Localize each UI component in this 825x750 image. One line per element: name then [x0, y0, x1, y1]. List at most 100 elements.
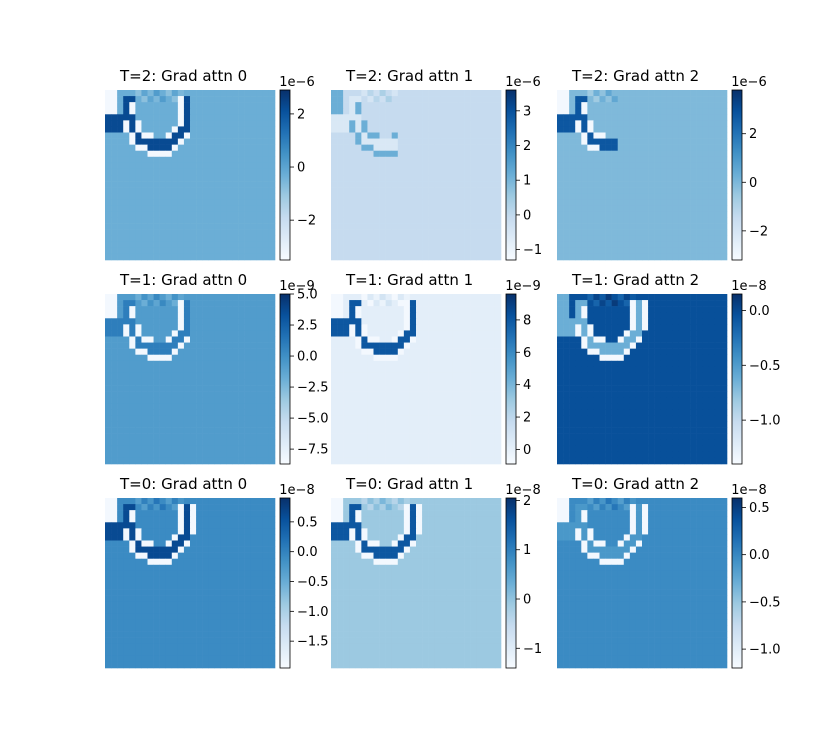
- heatmap-cell: [458, 168, 465, 176]
- heatmap: [557, 294, 728, 465]
- heatmap-cell: [262, 306, 270, 313]
- heatmap-cell: [232, 120, 239, 127]
- heatmap-cell: [262, 366, 270, 374]
- heatmap-cell: [452, 235, 459, 243]
- heatmap-cell: [611, 223, 619, 230]
- heatmap-cell: [476, 324, 484, 331]
- heatmap-cell: [361, 120, 368, 127]
- heatmap-cell: [129, 144, 136, 152]
- heatmap-cell: [226, 457, 233, 465]
- heatmap-cell: [355, 205, 362, 212]
- heatmap-cell: [250, 330, 258, 337]
- heatmap-cell: [177, 360, 185, 368]
- heatmap-cell: [111, 235, 118, 243]
- heatmap-cell: [434, 108, 441, 115]
- heatmap-cell: [135, 156, 142, 164]
- heatmap-cell: [714, 241, 722, 249]
- heatmap-cell: [488, 90, 496, 97]
- heatmap-cell: [416, 403, 423, 410]
- heatmap-cell: [452, 342, 459, 349]
- heatmap-cell: [220, 217, 227, 224]
- heatmap-cell: [678, 102, 685, 109]
- heatmap-cell: [563, 217, 570, 224]
- heatmap-cell: [268, 528, 276, 535]
- heatmap-cell: [262, 415, 270, 422]
- heatmap-cell: [385, 217, 393, 224]
- heatmap-cell: [208, 510, 215, 517]
- heatmap-cell: [648, 433, 655, 441]
- heatmap-cell: [238, 217, 245, 224]
- heatmap-cell: [488, 312, 496, 319]
- heatmap-cell: [654, 205, 661, 212]
- heatmap-cell: [337, 187, 344, 194]
- colorbar-tick-label: 5.0: [297, 288, 318, 303]
- heatmap-cell: [171, 205, 179, 212]
- heatmap-cell: [147, 421, 154, 428]
- heatmap-cell: [196, 451, 203, 459]
- heatmap-cell: [660, 126, 667, 133]
- heatmap-cell: [111, 528, 118, 535]
- heatmap-cell: [171, 427, 179, 434]
- heatmap-cell: [244, 175, 252, 182]
- heatmap-cell: [367, 445, 374, 453]
- heatmap-cell: [569, 162, 576, 170]
- heatmap-cell: [452, 181, 459, 188]
- heatmap-cell: [684, 312, 691, 319]
- heatmap-cell: [183, 96, 191, 103]
- heatmap-cell: [494, 193, 502, 200]
- heatmap-cell: [470, 294, 478, 301]
- heatmap-cell: [159, 421, 167, 428]
- heatmap-cell: [587, 181, 594, 188]
- heatmap-cell: [446, 415, 453, 422]
- heatmap-cell: [349, 253, 356, 261]
- heatmap-cell: [196, 168, 203, 176]
- heatmap-cell: [446, 445, 453, 453]
- heatmap-cell: [232, 205, 239, 212]
- heatmap-cell: [409, 348, 417, 356]
- heatmap-cell: [666, 336, 673, 343]
- heatmap-cell: [165, 385, 173, 392]
- colorbar-tick-label: −1.0: [749, 414, 781, 429]
- heatmap-cell: [452, 126, 459, 133]
- heatmap-cell: [575, 175, 582, 182]
- heatmap-cell: [159, 403, 167, 410]
- heatmap-cell: [373, 372, 380, 380]
- heatmap-cell: [183, 108, 191, 115]
- heatmap-cell: [220, 205, 227, 212]
- heatmap-cell: [331, 348, 338, 356]
- heatmap-cell: [123, 96, 130, 103]
- heatmap-cell: [464, 241, 471, 249]
- heatmap-cell: [696, 156, 704, 164]
- heatmap-cell: [202, 372, 209, 380]
- heatmap-cell: [373, 451, 380, 459]
- heatmap-cell: [660, 318, 667, 325]
- heatmap-cell: [452, 162, 459, 170]
- heatmap-cell: [557, 181, 564, 188]
- heatmap-cell: [379, 391, 386, 398]
- heatmap-cell: [648, 366, 655, 374]
- heatmap-cell: [355, 187, 362, 194]
- heatmap-cell: [190, 162, 197, 170]
- heatmap-cell: [238, 150, 245, 158]
- heatmap-cell: [464, 427, 471, 434]
- heatmap-cell: [476, 409, 484, 416]
- heatmap-cell: [361, 126, 368, 133]
- heatmap-cell: [422, 175, 429, 182]
- heatmap-cell: [397, 150, 405, 158]
- heatmap-cell: [422, 445, 429, 453]
- heatmap-cell: [678, 187, 685, 194]
- heatmap-cell: [434, 150, 441, 158]
- heatmap-cell: [129, 162, 136, 170]
- heatmap-cell: [482, 156, 490, 164]
- heatmap-cell: [355, 342, 362, 349]
- heatmap-cell: [111, 439, 118, 447]
- heatmap-cell: [208, 324, 215, 331]
- heatmap-cell: [702, 397, 710, 404]
- heatmap-cell: [470, 354, 478, 362]
- heatmap-cell: [349, 300, 356, 307]
- heatmap-cell: [391, 385, 399, 392]
- heatmap-cell: [165, 451, 173, 459]
- heatmap-cell: [202, 108, 209, 115]
- heatmap-cell: [563, 199, 570, 206]
- heatmap-cell: [232, 217, 239, 224]
